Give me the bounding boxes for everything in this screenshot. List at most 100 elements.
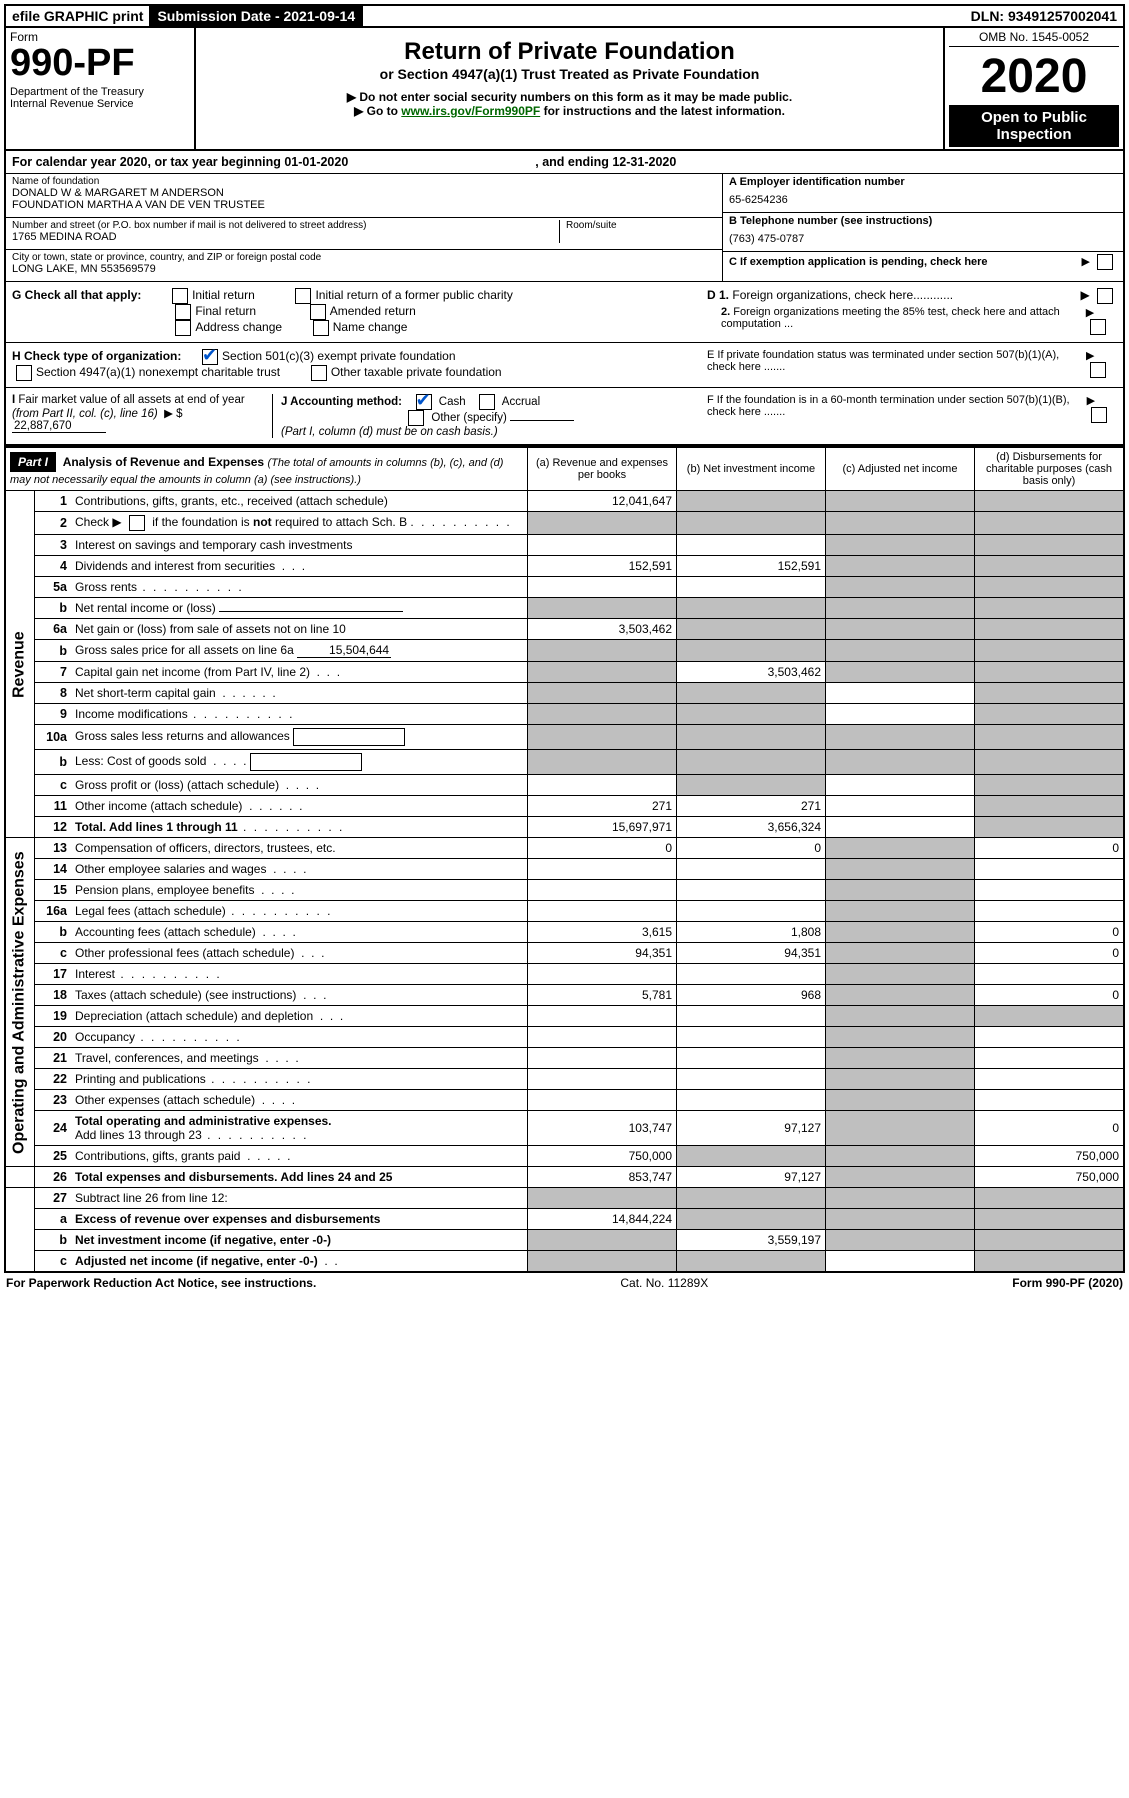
col-a: (a) Revenue and expenses per books <box>528 447 677 491</box>
row-14: 14Other employee salaries and wages . . … <box>5 859 1124 880</box>
row-16c: cOther professional fees (attach schedul… <box>5 943 1124 964</box>
row-9: 9Income modifications <box>5 704 1124 725</box>
row-11: 11Other income (attach schedule) . . . .… <box>5 796 1124 817</box>
col-d: (d) Disbursements for charitable purpose… <box>975 447 1125 491</box>
d2-checkbox[interactable] <box>1090 319 1106 335</box>
open-public: Open to Public Inspection <box>949 105 1119 147</box>
col-b: (b) Net investment income <box>677 447 826 491</box>
dln: DLN: 93491257002041 <box>965 6 1123 26</box>
h-other-taxable-checkbox[interactable] <box>311 365 327 381</box>
g-final-return-checkbox[interactable] <box>175 304 191 320</box>
g-initial-return-checkbox[interactable] <box>172 288 188 304</box>
goto-post: for instructions and the latest informat… <box>544 104 785 118</box>
c-checkbox[interactable] <box>1097 254 1113 270</box>
page-title: Return of Private Foundation <box>200 38 939 66</box>
row-16a: 16aLegal fees (attach schedule) <box>5 901 1124 922</box>
phone-label: B Telephone number (see instructions) <box>729 215 1117 227</box>
footer-left: For Paperwork Reduction Act Notice, see … <box>6 1276 316 1290</box>
e-section: E If private foundation status was termi… <box>697 349 1117 378</box>
ein-label: A Employer identification number <box>729 176 1117 188</box>
city-label: City or town, state or province, country… <box>12 252 716 263</box>
dept: Department of the Treasury <box>10 86 190 98</box>
h-501c3-checkbox[interactable] <box>202 349 218 365</box>
row-13: Operating and Administrative Expenses 13… <box>5 838 1124 859</box>
row-26: 26Total expenses and disbursements. Add … <box>5 1167 1124 1188</box>
part1-label: Part I <box>10 452 56 472</box>
g-address-change-checkbox[interactable] <box>175 320 191 336</box>
row-18: 18Taxes (attach schedule) (see instructi… <box>5 985 1124 1006</box>
row-10b: bLess: Cost of goods sold . . . . <box>5 750 1124 775</box>
row-6a: 6aNet gain or (loss) from sale of assets… <box>5 619 1124 640</box>
row-25: 25Contributions, gifts, grants paid . . … <box>5 1146 1124 1167</box>
phone-value: (763) 475-0787 <box>729 233 1117 245</box>
identity-block: Name of foundation DONALD W & MARGARET M… <box>4 174 1125 282</box>
form-number: 990-PF <box>10 44 190 82</box>
footer: For Paperwork Reduction Act Notice, see … <box>4 1273 1125 1290</box>
omb: OMB No. 1545-0052 <box>949 30 1119 47</box>
footer-right: Form 990-PF (2020) <box>1012 1276 1123 1290</box>
row-12: 12Total. Add lines 1 through 1115,697,97… <box>5 817 1124 838</box>
g-amended-checkbox[interactable] <box>310 304 326 320</box>
tax-year: 2020 <box>949 53 1119 101</box>
top-bar: efile GRAPHIC print Submission Date - 20… <box>4 4 1125 28</box>
j-section: J Accounting method: Cash Accrual Other … <box>272 394 697 438</box>
efile-label: efile GRAPHIC print <box>6 6 151 26</box>
footer-mid: Cat. No. 11289X <box>620 1276 708 1290</box>
row-19: 19Depreciation (attach schedule) and dep… <box>5 1006 1124 1027</box>
row-8: 8Net short-term capital gain . . . . . . <box>5 683 1124 704</box>
part1-title: Analysis of Revenue and Expenses <box>63 455 264 469</box>
i-value: 22,887,670 <box>12 420 106 433</box>
row-23: 23Other expenses (attach schedule) . . .… <box>5 1090 1124 1111</box>
foundation-name: DONALD W & MARGARET M ANDERSON FOUNDATIO… <box>12 187 716 211</box>
j-cash-checkbox[interactable] <box>416 394 432 410</box>
street-address: 1765 MEDINA ROAD <box>12 231 559 243</box>
c-label: C If exemption application is pending, c… <box>729 256 988 268</box>
subtitle: or Section 4947(a)(1) Trust Treated as P… <box>200 66 939 82</box>
g-name-change-checkbox[interactable] <box>313 320 329 336</box>
j-other-checkbox[interactable] <box>408 410 424 426</box>
row-15: 15Pension plans, employee benefits . . .… <box>5 880 1124 901</box>
submission-date: Submission Date - 2021-09-14 <box>151 6 363 26</box>
row-16b: bAccounting fees (attach schedule) . . .… <box>5 922 1124 943</box>
col-c: (c) Adjusted net income <box>826 447 975 491</box>
goto-link[interactable]: www.irs.gov/Form990PF <box>401 104 540 118</box>
row-1: Revenue 1 Contributions, gifts, grants, … <box>5 491 1124 512</box>
year-bar: For calendar year 2020, or tax year begi… <box>4 151 1125 174</box>
part1-table: Part I Analysis of Revenue and Expenses … <box>4 446 1125 1273</box>
addr-label: Number and street (or P.O. box number if… <box>12 220 559 231</box>
row-27c: cAdjusted net income (if negative, enter… <box>5 1251 1124 1273</box>
i-section: I Fair market value of all assets at end… <box>12 394 272 438</box>
goto-pre: ▶ Go to <box>354 104 401 118</box>
row-10a: 10aGross sales less returns and allowanc… <box>5 725 1124 750</box>
f-checkbox[interactable] <box>1091 407 1107 423</box>
d-section: D 1. D 1. Foreign organizations, check h… <box>697 288 1117 335</box>
room-label: Room/suite <box>566 220 716 231</box>
row-5b: bNet rental income or (loss) <box>5 598 1124 619</box>
ein-value: 65-6254236 <box>729 194 1117 206</box>
row-17: 17Interest <box>5 964 1124 985</box>
g-section: G Check all that apply: Initial return I… <box>12 288 697 336</box>
row-21: 21Travel, conferences, and meetings . . … <box>5 1048 1124 1069</box>
row-22: 22Printing and publications <box>5 1069 1124 1090</box>
row-2: 2 Check ▶ if the foundation is not requi… <box>5 512 1124 535</box>
row-27b: bNet investment income (if negative, ent… <box>5 1230 1124 1251</box>
row-27a: aExcess of revenue over expenses and dis… <box>5 1209 1124 1230</box>
row-27: 27Subtract line 26 from line 12: <box>5 1188 1124 1209</box>
row-24: 24Total operating and administrative exp… <box>5 1111 1124 1146</box>
j-accrual-checkbox[interactable] <box>479 394 495 410</box>
row-4: 4Dividends and interest from securities … <box>5 556 1124 577</box>
row2-checkbox[interactable] <box>129 515 145 531</box>
city-state-zip: LONG LAKE, MN 553569579 <box>12 263 716 275</box>
name-label: Name of foundation <box>12 176 716 187</box>
row-20: 20Occupancy <box>5 1027 1124 1048</box>
h-4947-checkbox[interactable] <box>16 365 32 381</box>
revenue-label: Revenue <box>5 491 35 838</box>
d1-checkbox[interactable] <box>1097 288 1113 304</box>
e-checkbox[interactable] <box>1090 362 1106 378</box>
f-section: F If the foundation is in a 60-month ter… <box>697 394 1117 423</box>
row-7: 7Capital gain net income (from Part IV, … <box>5 662 1124 683</box>
row-3: 3Interest on savings and temporary cash … <box>5 535 1124 556</box>
irs: Internal Revenue Service <box>10 98 190 110</box>
g-initial-former-checkbox[interactable] <box>295 288 311 304</box>
form-header: Form 990-PF Department of the Treasury I… <box>4 28 1125 151</box>
